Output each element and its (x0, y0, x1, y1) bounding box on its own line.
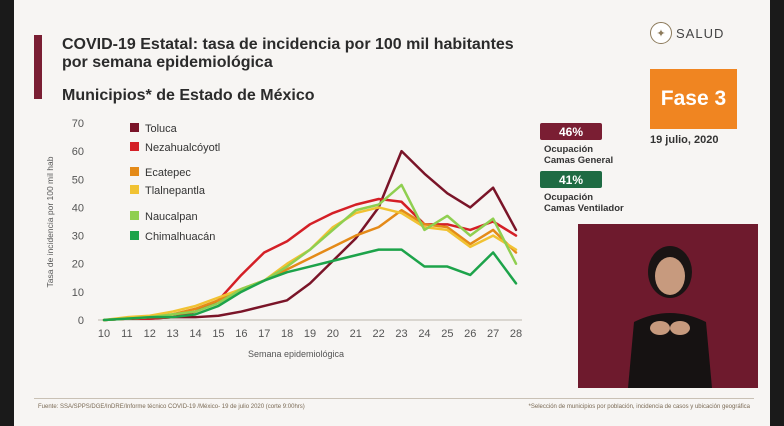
x-tick-label: 14 (189, 328, 201, 340)
slide: COVID-19 Estatal: tasa de incidencia por… (14, 0, 770, 426)
x-tick-label: 26 (464, 328, 476, 340)
legend-label: Ecatepec (145, 167, 191, 179)
x-tick-label: 20 (327, 328, 339, 340)
y-tick-label: 50 (72, 174, 84, 186)
legend-label: Naucalpan (145, 211, 198, 223)
series-line-5 (102, 248, 518, 322)
occupancy-ventilator-label-line1: Ocupación (544, 192, 594, 203)
chart-title-line2: por semana epidemiológica (62, 54, 273, 71)
occupancy-ventilator-label: Ocupación Camas Ventilador (544, 192, 624, 214)
x-tick-label: 24 (418, 328, 430, 340)
x-tick-label: 22 (373, 328, 385, 340)
series-line-4 (102, 183, 518, 322)
x-tick-label: 23 (395, 328, 407, 340)
legend-swatch (130, 231, 139, 240)
legend-label: Tlalnepantla (145, 185, 206, 197)
y-tick-label: 30 (72, 231, 84, 243)
legend-swatch (130, 211, 139, 220)
y-tick-label: 60 (72, 146, 84, 158)
legend-swatch (130, 123, 139, 132)
x-tick-label: 10 (98, 328, 110, 340)
occupancy-ventilator-label-line2: Camas Ventilador (544, 203, 624, 214)
y-tick-label: 10 (72, 287, 84, 299)
occupancy-general-badge: 46% (540, 123, 602, 140)
legend-swatch (130, 142, 139, 151)
x-tick-label: 15 (212, 328, 224, 340)
occupancy-ventilator-badge: 41% (540, 171, 602, 188)
brand-name: SALUD (676, 25, 725, 41)
y-tick-label: 40 (72, 202, 84, 214)
x-tick-label: 11 (121, 328, 132, 340)
legend-swatch (130, 167, 139, 176)
footer-source: Fuente: SSA/SPPS/DGE/InDRE/Informe técni… (38, 403, 305, 410)
x-tick-label: 28 (510, 328, 522, 340)
x-tick-label: 27 (487, 328, 499, 340)
x-tick-label: 13 (167, 328, 179, 340)
footer-note: *Selección de municipios por población, … (528, 403, 750, 410)
y-tick-label: 20 (72, 259, 84, 271)
occupancy-general-label-line1: Ocupación (544, 144, 594, 155)
occupancy-general-label: Ocupación Camas General (544, 144, 613, 166)
phase-date: 19 julio, 2020 (650, 134, 719, 146)
chart-title-line1: COVID-19 Estatal: tasa de incidencia por… (62, 36, 514, 53)
chart-subtitle: Municipios* de Estado de México (62, 87, 315, 104)
legend-swatch (130, 185, 139, 194)
x-tick-label: 18 (281, 328, 293, 340)
x-axis-label: Semana epidemiológica (248, 349, 344, 359)
y-tick-label: 0 (78, 315, 84, 327)
legend-label: Nezahualcóyotl (145, 142, 220, 154)
phase-badge: Fase 3 (650, 69, 737, 129)
salud-logo: ✦ SALUD (650, 22, 724, 44)
eagle-emblem-icon: ✦ (650, 22, 672, 44)
sign-language-interpreter-video (578, 224, 758, 388)
x-tick-label: 12 (144, 328, 156, 340)
occupancy-general-label-line2: Camas General (544, 155, 614, 166)
x-tick-label: 25 (441, 328, 453, 340)
footer: Fuente: SSA/SPPS/DGE/InDRE/Informe técni… (34, 398, 754, 414)
accent-bar (34, 35, 42, 99)
x-tick-label: 16 (235, 328, 247, 340)
interpreter-figure (628, 246, 712, 388)
x-tick-label: 19 (304, 328, 316, 340)
y-axis-label: Tasa de incidencia por 100 mil hab (45, 156, 55, 287)
x-tick-label: 21 (350, 328, 362, 340)
legend-label: Toluca (145, 123, 178, 135)
legend-label: Chimalhuacán (145, 231, 215, 243)
y-tick-label: 70 (72, 118, 84, 130)
x-tick-label: 17 (258, 328, 270, 340)
